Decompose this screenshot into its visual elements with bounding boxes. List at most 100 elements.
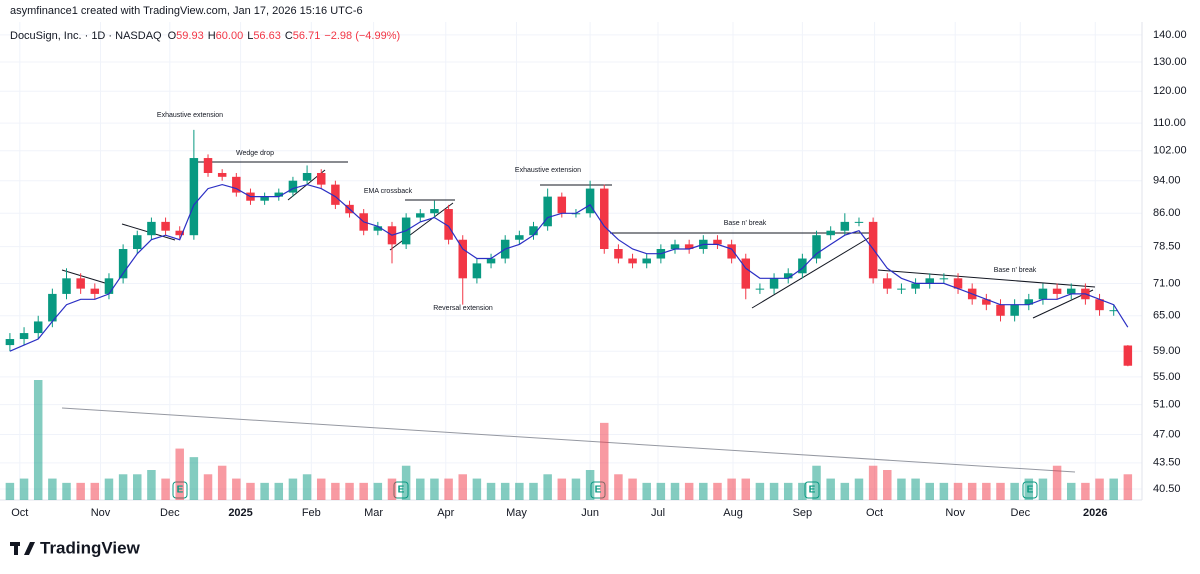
logo-icon: [24, 542, 35, 555]
candle-body: [232, 176, 241, 193]
volume-bar: [996, 482, 1005, 500]
earnings-icon: E: [809, 485, 816, 496]
candle-body: [911, 283, 920, 289]
y-tick-label: 59.00: [1153, 345, 1181, 357]
volume-bar: [1024, 478, 1034, 500]
earnings-icon: E: [1027, 485, 1034, 496]
candle-body: [939, 278, 949, 280]
candle-body: [444, 209, 453, 240]
ohlc-key: L: [247, 30, 253, 42]
earnings-icon: E: [595, 485, 602, 496]
volume-bar: [401, 465, 411, 500]
volume-bar: [826, 478, 835, 500]
volume-bar: [373, 482, 383, 500]
change: −2.98 (−4.99%): [324, 30, 400, 42]
ohlc-value: 56.71: [293, 30, 321, 42]
volume-bar: [1123, 474, 1133, 500]
volume-bar: [1081, 482, 1090, 500]
candle-body: [33, 321, 43, 334]
candle-body: [783, 273, 793, 279]
volume-bar: [628, 478, 637, 500]
candle-body: [996, 304, 1005, 316]
x-tick-label: Aug: [723, 507, 743, 519]
x-tick-label: Jul: [651, 507, 665, 519]
candle-body: [1024, 299, 1034, 305]
volume-bar: [769, 482, 779, 500]
x-tick-label: Nov: [945, 507, 965, 519]
volume-bar: [557, 478, 567, 500]
x-tick-label: 2026: [1083, 507, 1107, 519]
annotation: Exhaustive extension: [515, 167, 581, 174]
x-tick-label: Dec: [160, 507, 180, 519]
volume-bar: [741, 478, 751, 500]
candle-body: [118, 249, 128, 279]
earnings-icon: E: [398, 485, 405, 496]
trend-line: [877, 269, 1096, 288]
candle-body: [203, 158, 213, 173]
volume-bar: [925, 482, 934, 500]
candle-body: [331, 184, 340, 205]
volume-bar: [699, 482, 708, 500]
volume-bar: [1066, 482, 1076, 500]
volume-bar: [953, 482, 963, 500]
logo-icon: [14, 542, 18, 555]
volume-bar: [359, 482, 368, 500]
candle-body: [883, 278, 892, 289]
candle-body: [76, 278, 85, 289]
volume-bar: [868, 465, 878, 500]
candle-body: [628, 258, 637, 264]
volume-bar: [175, 448, 184, 500]
candle-body: [982, 299, 991, 305]
candle-body: [1038, 288, 1048, 300]
volume-bar: [430, 478, 439, 500]
candle-body: [854, 221, 864, 223]
candle-body: [48, 293, 57, 322]
candle-body: [600, 188, 609, 250]
volume-bar: [515, 482, 524, 500]
candle-body: [741, 258, 751, 289]
y-tick-label: 71.00: [1153, 277, 1181, 289]
volume-bar: [529, 482, 538, 500]
candle-body: [713, 239, 722, 245]
logo: TradingView: [10, 538, 141, 557]
y-tick-label: 65.00: [1153, 310, 1181, 322]
candle-body: [147, 221, 156, 236]
x-tick-label: Oct: [866, 507, 883, 519]
trend-line: [61, 269, 106, 284]
volume-bar: [600, 422, 609, 500]
candle-body: [642, 258, 651, 264]
candle-body: [897, 288, 906, 290]
volume-bar: [331, 482, 340, 500]
candle-body: [953, 278, 963, 289]
legend: DocuSign, Inc. · 1D · NASDAQ O59.93 H60.00…: [10, 30, 400, 42]
volume-bar: [203, 474, 213, 500]
volume-bar: [670, 482, 680, 500]
volume-bar: [939, 482, 949, 500]
x-tick-label: Apr: [437, 507, 454, 519]
volume-bar: [274, 482, 284, 500]
trend-line: [389, 202, 454, 251]
volume-bar: [472, 478, 482, 500]
volume-bar: [1095, 478, 1104, 500]
volume-bar: [76, 482, 85, 500]
volume-bar: [585, 470, 595, 500]
candle-body: [1066, 288, 1076, 294]
ohlc-value: 59.93: [176, 30, 204, 42]
volume-bar: [90, 482, 100, 500]
y-tick-label: 78.50: [1153, 241, 1181, 253]
volume-bar: [189, 457, 199, 500]
volume-bar: [854, 478, 864, 500]
candle-body: [840, 221, 850, 231]
candle-body: [557, 196, 567, 214]
volume-bar: [1010, 482, 1019, 500]
x-tick-label: Feb: [302, 507, 321, 519]
volume-bar: [345, 482, 354, 500]
volume-bar: [1038, 478, 1048, 500]
candle-body: [5, 339, 15, 346]
volume-bar: [1052, 465, 1062, 500]
x-tick-label: Nov: [91, 507, 111, 519]
volume-bar: [783, 482, 793, 500]
logo-text: TradingView: [40, 538, 141, 557]
trend-line: [751, 235, 873, 309]
